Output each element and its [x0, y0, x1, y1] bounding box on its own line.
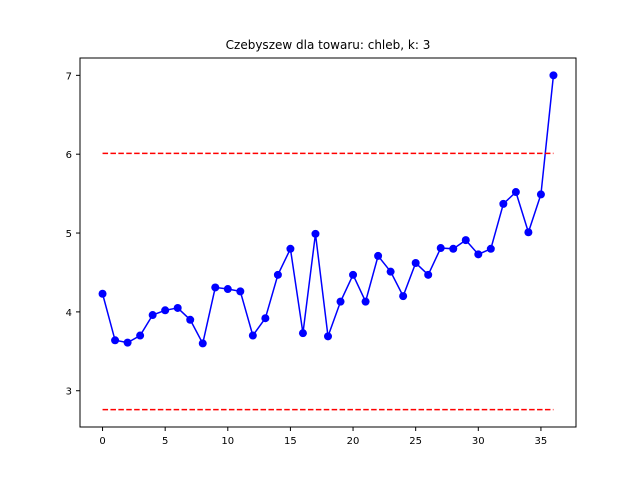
data-point [349, 270, 358, 279]
data-point [499, 199, 508, 208]
x-tick-label: 0 [99, 436, 105, 447]
data-point [223, 285, 232, 294]
data-point [336, 297, 345, 306]
data-point [261, 314, 270, 323]
x-tick-label: 25 [409, 436, 422, 447]
data-point [298, 329, 307, 338]
y-tick-label: 5 [66, 229, 72, 240]
data-point [386, 267, 395, 276]
y-tick-label: 7 [66, 71, 72, 82]
data-point [536, 190, 545, 199]
data-point [123, 338, 132, 347]
data-point [198, 339, 207, 348]
data-point [236, 287, 245, 296]
y-tick-label: 3 [66, 387, 72, 398]
x-tick-label: 10 [221, 436, 234, 447]
x-tick-label: 35 [535, 436, 548, 447]
data-point [273, 270, 282, 279]
data-point [474, 250, 483, 259]
data-point [248, 331, 257, 340]
data-point [399, 292, 408, 301]
y-tick-label: 4 [66, 308, 72, 319]
data-point [486, 244, 495, 253]
data-point [173, 303, 182, 312]
plot-frame [79, 57, 577, 428]
data-point [286, 244, 295, 253]
series-layer [98, 71, 558, 411]
data-point [461, 236, 470, 245]
data-point [186, 315, 195, 324]
data-point [411, 259, 420, 267]
data-point [136, 331, 145, 340]
axes-layer: 0 5 10 15 20 25 30 35 3 4 5 6 7 [66, 57, 577, 447]
x-tick-label: 20 [347, 436, 360, 447]
data-point [161, 306, 170, 315]
data-point [311, 229, 320, 238]
data-point [361, 297, 370, 306]
data-point [111, 336, 120, 345]
data-point [211, 283, 220, 292]
data-point [449, 244, 458, 253]
x-tick-label: 15 [284, 436, 297, 447]
x-tick-label: 5 [162, 436, 168, 447]
data-point [524, 228, 533, 237]
data-point [511, 188, 520, 197]
data-point [424, 270, 433, 279]
y-tick-label: 6 [66, 150, 72, 161]
chart-title: Czebyszew dla towaru: chleb, k: 3 [226, 38, 431, 52]
data-point [374, 251, 383, 260]
data-point [436, 244, 445, 253]
data-point [549, 71, 558, 80]
data-point [324, 332, 332, 341]
data-point [148, 311, 157, 320]
x-tick-label: 30 [472, 436, 485, 447]
data-point [98, 289, 107, 298]
